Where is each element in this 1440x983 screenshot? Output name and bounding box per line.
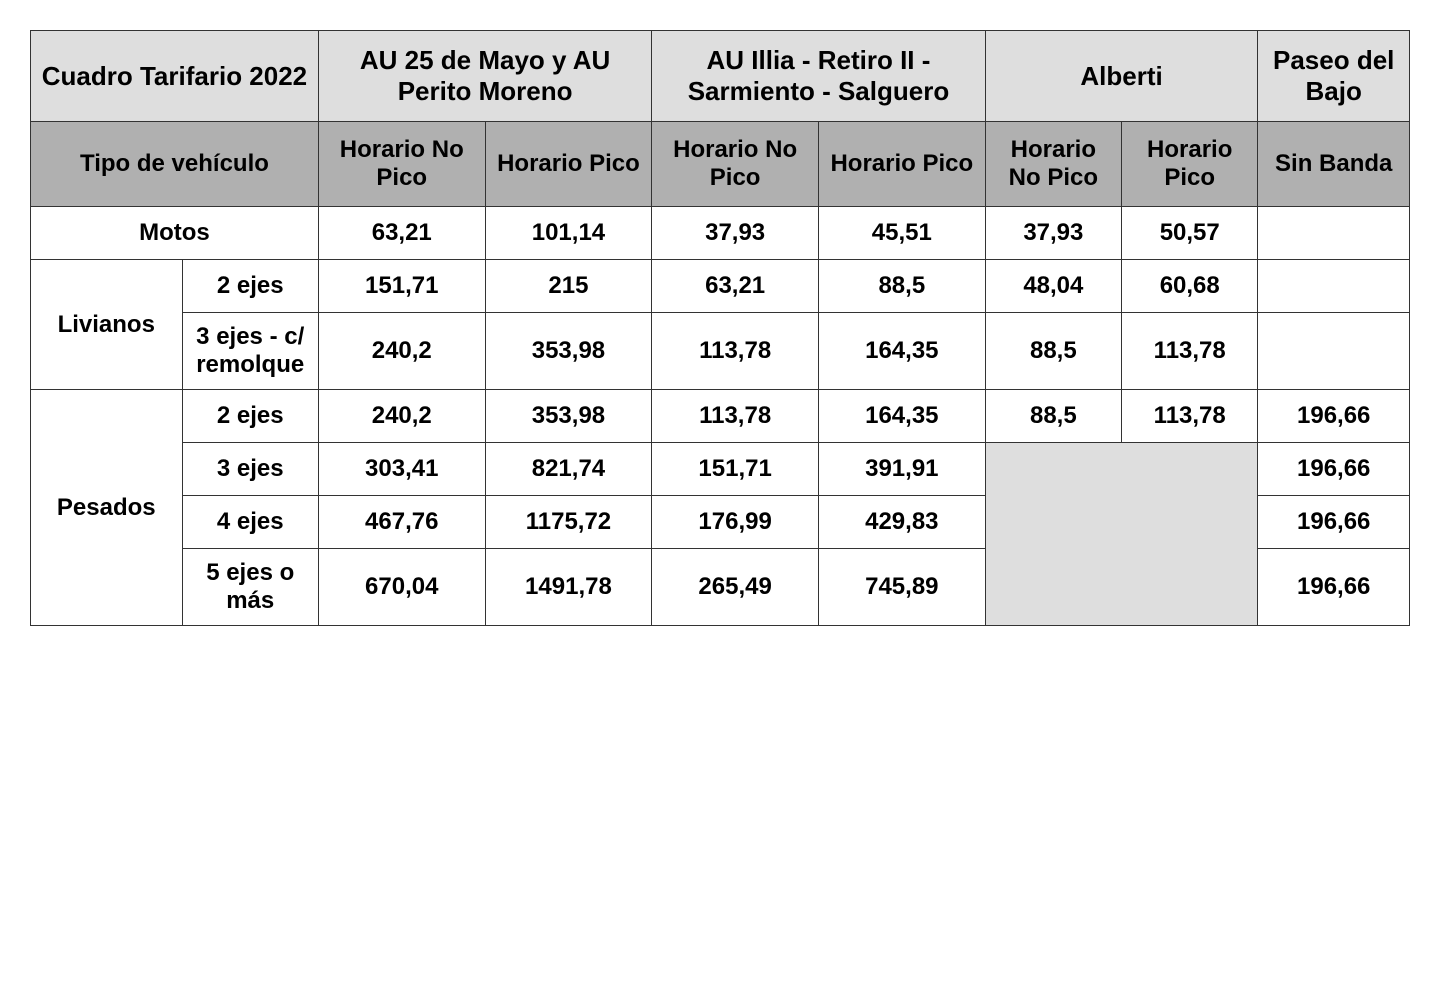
cell: 151,71: [318, 260, 485, 313]
header-row-1: Cuadro Tarifario 2022 AU 25 de Mayo y AU…: [31, 31, 1410, 122]
cell: 176,99: [652, 496, 819, 549]
cell: 88,5: [985, 313, 1121, 390]
cell: 196,66: [1258, 496, 1410, 549]
cell: 1491,78: [485, 549, 652, 626]
cell: 196,66: [1258, 549, 1410, 626]
cell: 1175,72: [485, 496, 652, 549]
subcategory: 2 ejes: [182, 260, 318, 313]
col-group-2: AU Illia - Retiro II - Sarmiento - Salgu…: [652, 31, 985, 122]
cell: [1258, 207, 1410, 260]
cell: 113,78: [652, 390, 819, 443]
cell: 196,66: [1258, 390, 1410, 443]
cell: 240,2: [318, 313, 485, 390]
col-header: Sin Banda: [1258, 122, 1410, 207]
cell: 821,74: [485, 443, 652, 496]
cell: 745,89: [818, 549, 985, 626]
cell: 151,71: [652, 443, 819, 496]
cell: 353,98: [485, 390, 652, 443]
cell: 60,68: [1122, 260, 1258, 313]
category-motos: Motos: [31, 207, 319, 260]
cell: 391,91: [818, 443, 985, 496]
col-header: Horario Pico: [818, 122, 985, 207]
table-title: Cuadro Tarifario 2022: [31, 31, 319, 122]
table-row: 3 ejes 303,41 821,74 151,71 391,91 196,6…: [31, 443, 1410, 496]
col-group-3: Alberti: [985, 31, 1258, 122]
cell: 265,49: [652, 549, 819, 626]
cell: 63,21: [318, 207, 485, 260]
cell: 37,93: [652, 207, 819, 260]
subcategory: 5 ejes o más: [182, 549, 318, 626]
cell: 88,5: [985, 390, 1121, 443]
cell: 196,66: [1258, 443, 1410, 496]
subcategory: 3 ejes: [182, 443, 318, 496]
cell: [1258, 313, 1410, 390]
cell: 101,14: [485, 207, 652, 260]
category-livianos: Livianos: [31, 260, 183, 390]
cell: 240,2: [318, 390, 485, 443]
cell: 164,35: [818, 313, 985, 390]
cell: 37,93: [985, 207, 1121, 260]
table-row: Pesados 2 ejes 240,2 353,98 113,78 164,3…: [31, 390, 1410, 443]
col-header: Horario Pico: [485, 122, 652, 207]
col-header: Horario Pico: [1122, 122, 1258, 207]
cell: 50,57: [1122, 207, 1258, 260]
empty-block: [985, 443, 1258, 626]
table-row: 3 ejes - c/ remolque 240,2 353,98 113,78…: [31, 313, 1410, 390]
cell: 88,5: [818, 260, 985, 313]
cell: 113,78: [1122, 390, 1258, 443]
vehicle-type-header: Tipo de vehículo: [31, 122, 319, 207]
cell: 353,98: [485, 313, 652, 390]
cell: 164,35: [818, 390, 985, 443]
tariff-table: Cuadro Tarifario 2022 AU 25 de Mayo y AU…: [30, 30, 1410, 626]
cell: 113,78: [1122, 313, 1258, 390]
subcategory: 2 ejes: [182, 390, 318, 443]
subcategory: 3 ejes - c/ remolque: [182, 313, 318, 390]
table-row: Livianos 2 ejes 151,71 215 63,21 88,5 48…: [31, 260, 1410, 313]
cell: 467,76: [318, 496, 485, 549]
header-row-2: Tipo de vehículo Horario No Pico Horario…: [31, 122, 1410, 207]
category-pesados: Pesados: [31, 390, 183, 626]
subcategory: 4 ejes: [182, 496, 318, 549]
col-header: Horario No Pico: [318, 122, 485, 207]
cell: 45,51: [818, 207, 985, 260]
col-group-1: AU 25 de Mayo y AU Perito Moreno: [318, 31, 651, 122]
cell: 670,04: [318, 549, 485, 626]
cell: 113,78: [652, 313, 819, 390]
col-header: Horario No Pico: [652, 122, 819, 207]
col-group-4: Paseo del Bajo: [1258, 31, 1410, 122]
cell: 63,21: [652, 260, 819, 313]
cell: 303,41: [318, 443, 485, 496]
cell: [1258, 260, 1410, 313]
col-header: Horario No Pico: [985, 122, 1121, 207]
cell: 48,04: [985, 260, 1121, 313]
cell: 215: [485, 260, 652, 313]
table-row: Motos 63,21 101,14 37,93 45,51 37,93 50,…: [31, 207, 1410, 260]
cell: 429,83: [818, 496, 985, 549]
